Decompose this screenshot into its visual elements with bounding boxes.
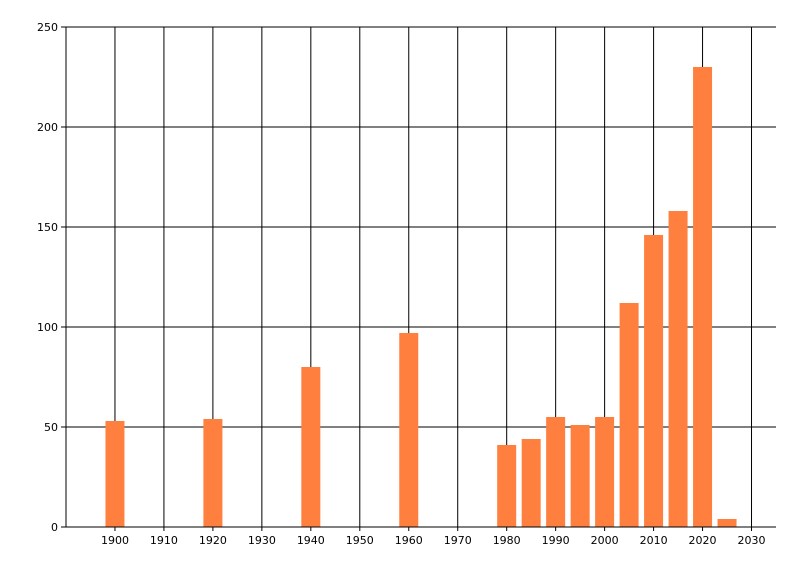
x-tick-label-1940: 1940 [297, 534, 325, 547]
bar-1900 [105, 421, 125, 527]
bar-1980 [497, 445, 517, 527]
bar-2015 [668, 211, 688, 527]
y-tick-label-150: 150 [37, 221, 58, 234]
x-tick-label-1950: 1950 [346, 534, 374, 547]
bar-2025 [717, 519, 737, 527]
x-tick-label-1920: 1920 [199, 534, 227, 547]
y-tick-label-50: 50 [44, 421, 58, 434]
x-tick-label-1910: 1910 [150, 534, 178, 547]
x-tick-label-1930: 1930 [248, 534, 276, 547]
y-tick-label-0: 0 [51, 521, 58, 534]
x-tick-label-1900: 1900 [101, 534, 129, 547]
bar-1985 [521, 439, 541, 527]
bar-1990 [546, 417, 566, 527]
bar-1995 [570, 425, 590, 527]
bars [105, 67, 737, 527]
bar-1960 [399, 333, 419, 527]
bar-2000 [595, 417, 615, 527]
y-tick-label-250: 250 [37, 21, 58, 34]
y-tick-label-200: 200 [37, 121, 58, 134]
tick-labels: 1900 1910 1920 1930 1940 1950 1960 1970 1980 1990… [37, 21, 766, 547]
x-tick-label-1990: 1990 [542, 534, 570, 547]
bar-2020 [693, 67, 713, 527]
x-tick-label-2000: 2000 [591, 534, 619, 547]
x-tick-label-2030: 2030 [738, 534, 766, 547]
axes [61, 26, 776, 531]
x-tick-label-2010: 2010 [640, 534, 668, 547]
bar-2005 [619, 303, 639, 527]
x-tick-label-1970: 1970 [444, 534, 472, 547]
bar-1940 [301, 367, 321, 527]
x-tick-label-2020: 2020 [689, 534, 717, 547]
bar-2010 [644, 235, 664, 527]
y-tick-label-100: 100 [37, 321, 58, 334]
bar-1920 [203, 419, 223, 527]
x-tick-label-1960: 1960 [395, 534, 423, 547]
x-tick-label-1980: 1980 [493, 534, 521, 547]
